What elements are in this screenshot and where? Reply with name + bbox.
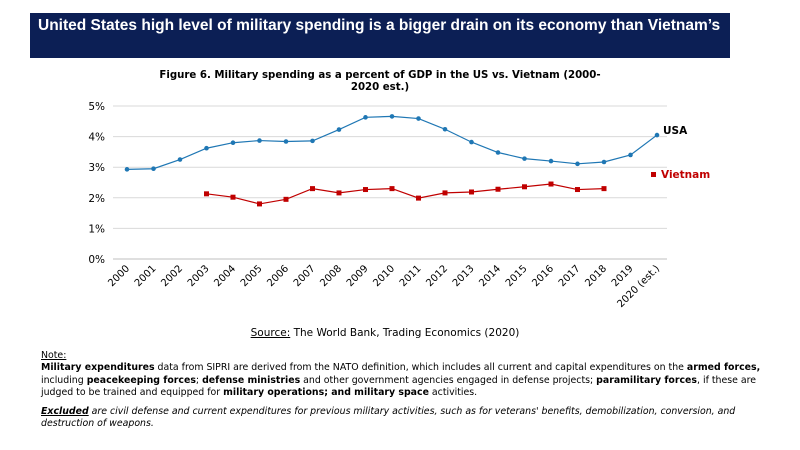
series-layer — [124, 114, 660, 207]
data-point-vietnam — [204, 191, 209, 197]
data-point-vietnam — [310, 186, 315, 192]
note-segment: activities. — [428, 387, 478, 399]
x-tick-label: 2004 — [212, 263, 238, 289]
data-point-usa — [204, 145, 209, 151]
data-point-usa — [389, 114, 395, 119]
data-point-usa — [336, 127, 342, 132]
data-point-usa — [177, 157, 183, 162]
x-tick-label: 2008 — [318, 263, 344, 289]
note-segment: peacekeeping forces — [86, 374, 196, 386]
data-point-vietnam — [575, 187, 580, 193]
data-point-vietnam — [363, 187, 368, 193]
x-tick-label: 2001 — [133, 263, 159, 289]
chart-title: Figure 6. Military spending as a percent… — [159, 70, 601, 93]
x-tick-label: 2016 — [530, 263, 556, 289]
data-point-usa — [257, 138, 262, 143]
legend-marker-vietnam — [651, 172, 656, 177]
data-point-vietnam — [416, 195, 421, 201]
grid-layer — [113, 105, 667, 260]
x-tick-label: 2012 — [424, 263, 450, 289]
data-point-vietnam — [522, 184, 527, 190]
x-tick-label: 2015 — [504, 263, 530, 289]
note-segment: including — [41, 374, 87, 386]
data-point-usa — [416, 116, 421, 121]
data-point-vietnam — [389, 186, 395, 192]
y-tick-label: 3% — [88, 162, 105, 174]
x-tick-label: 2011 — [398, 263, 424, 289]
x-tick-label: 2017 — [557, 263, 583, 289]
x-tick-label: 2005 — [239, 263, 265, 289]
x-tick-label: 2007 — [292, 263, 318, 289]
x-tick-label: 2006 — [265, 263, 291, 289]
legend-label-vietnam: Vietnam — [661, 169, 710, 181]
note-segment: defense ministries — [202, 374, 301, 386]
y-tick-label: 5% — [88, 101, 105, 113]
source-note: Source: The World Bank, Trading Economic… — [200, 327, 570, 339]
x-tick-label: 2014 — [477, 263, 503, 289]
note-segment: ; — [195, 374, 203, 386]
note-segment: armed forces, — [686, 362, 761, 374]
note-segment: military operations; and military space — [223, 387, 429, 399]
x-tick-label: 2013 — [451, 263, 477, 289]
data-point-usa — [363, 115, 368, 120]
data-point-usa — [124, 167, 130, 172]
data-point-usa — [442, 126, 448, 132]
source-text: The World Bank, Trading Economics (2020) — [290, 327, 520, 339]
note-excluded: Excluded are civil defense and current e… — [41, 406, 761, 431]
legend-label-usa: USA — [663, 125, 688, 137]
x-tick-label: 2009 — [345, 263, 371, 289]
note-definition: Military expenditures data from SIPRI ar… — [41, 362, 761, 399]
data-point-vietnam — [257, 201, 262, 207]
data-point-usa — [522, 156, 527, 161]
excluded-text: are civil defense and current expenditur… — [41, 405, 736, 430]
x-tick-label: 2000 — [106, 263, 132, 289]
data-point-usa — [548, 158, 554, 164]
series-line-usa — [126, 115, 658, 170]
data-point-vietnam — [548, 181, 554, 187]
data-point-usa — [654, 132, 660, 138]
note-heading: Note: — [41, 350, 67, 361]
x-tick-label: 2002 — [159, 263, 185, 289]
data-point-usa — [151, 166, 156, 172]
note-segment: and other government agencies engaged in… — [300, 374, 597, 386]
y-tick-label: 4% — [88, 132, 105, 144]
data-point-usa — [601, 159, 607, 165]
data-point-vietnam — [230, 194, 236, 200]
note-segment: Military expenditures — [41, 362, 155, 374]
data-point-vietnam — [495, 186, 501, 192]
data-point-usa — [230, 140, 236, 146]
data-point-usa — [495, 150, 501, 155]
excluded-label: Excluded — [41, 405, 89, 417]
data-point-usa — [469, 139, 474, 145]
notes-section: Note: Military expenditures data from SI… — [41, 350, 761, 430]
x-tick-label: 2003 — [186, 263, 212, 289]
x-tick-label: 2018 — [583, 263, 609, 289]
note-segment: paramilitary forces — [596, 374, 697, 386]
data-point-vietnam — [469, 189, 474, 195]
data-point-vietnam — [601, 186, 607, 192]
y-tick-label: 2% — [88, 193, 105, 205]
series-line-vietnam — [206, 183, 605, 205]
note-segment: , if these are judged to be trained and … — [41, 374, 757, 399]
data-point-usa — [628, 152, 633, 158]
data-point-vietnam — [283, 196, 289, 202]
data-point-usa — [310, 138, 315, 144]
data-point-vietnam — [336, 190, 342, 196]
source-label: Source: — [250, 327, 291, 339]
y-tick-label: 1% — [88, 223, 105, 235]
note-segment: data from SIPRI are derived from the NAT… — [154, 362, 687, 374]
x-tick-label: 2010 — [371, 263, 397, 289]
axis-layer: 0% 1% 2% 3% 4% 5% 2000 2001 2002 2003 2004 2005 2006… — [88, 101, 710, 310]
banner-title: United States high level of military spe… — [30, 13, 730, 58]
data-point-usa — [283, 139, 289, 144]
data-point-vietnam — [442, 190, 448, 196]
y-tick-label: 0% — [88, 254, 105, 266]
data-point-usa — [575, 161, 580, 167]
